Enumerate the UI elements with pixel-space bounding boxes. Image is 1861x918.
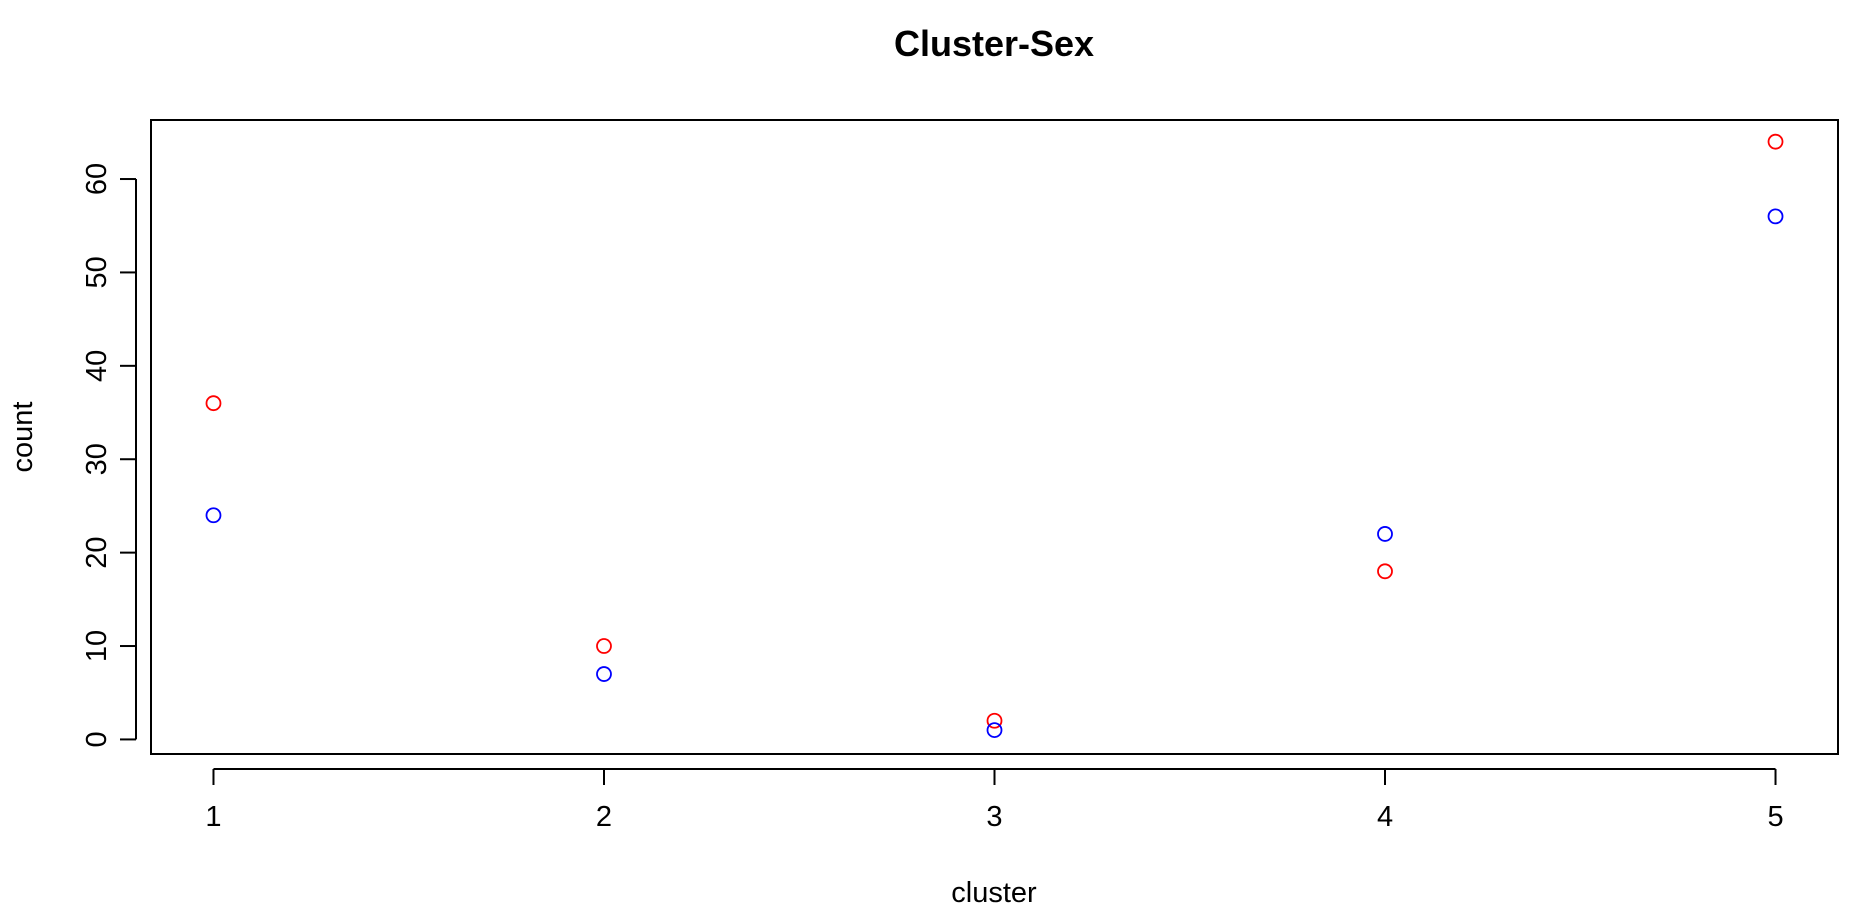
x-axis: 1 2 3 4 5 bbox=[205, 768, 1784, 833]
y-tick-label: 30 bbox=[81, 443, 113, 475]
y-tick-label: 0 bbox=[81, 731, 113, 747]
x-tick-label: 4 bbox=[1377, 801, 1393, 833]
y-tick-label: 20 bbox=[81, 536, 113, 568]
x-tick-label: 2 bbox=[596, 801, 612, 833]
y-axis: 0 10 20 30 40 50 60 bbox=[81, 163, 137, 747]
y-tick-label: 60 bbox=[81, 163, 113, 195]
y-tick-label: 10 bbox=[81, 630, 113, 662]
data-point bbox=[205, 507, 222, 524]
y-axis-label: count bbox=[7, 402, 39, 473]
data-point bbox=[205, 395, 222, 412]
data-point bbox=[596, 638, 612, 654]
data-point bbox=[596, 666, 612, 682]
x-tick-label: 1 bbox=[205, 801, 221, 833]
data-point bbox=[986, 712, 1003, 729]
data-points bbox=[205, 133, 1784, 738]
data-point bbox=[1767, 208, 1784, 225]
data-point bbox=[1377, 526, 1393, 542]
y-tick-label: 50 bbox=[81, 256, 113, 288]
y-tick-label: 40 bbox=[81, 350, 113, 382]
x-tick-label: 5 bbox=[1767, 801, 1783, 833]
x-axis-label: cluster bbox=[951, 877, 1037, 909]
plot-frame bbox=[150, 119, 1839, 755]
chart-title: Cluster-Sex bbox=[894, 23, 1094, 64]
data-point bbox=[986, 722, 1003, 738]
x-tick-label: 3 bbox=[986, 801, 1002, 833]
data-point bbox=[1377, 563, 1393, 580]
data-point bbox=[1767, 133, 1784, 150]
